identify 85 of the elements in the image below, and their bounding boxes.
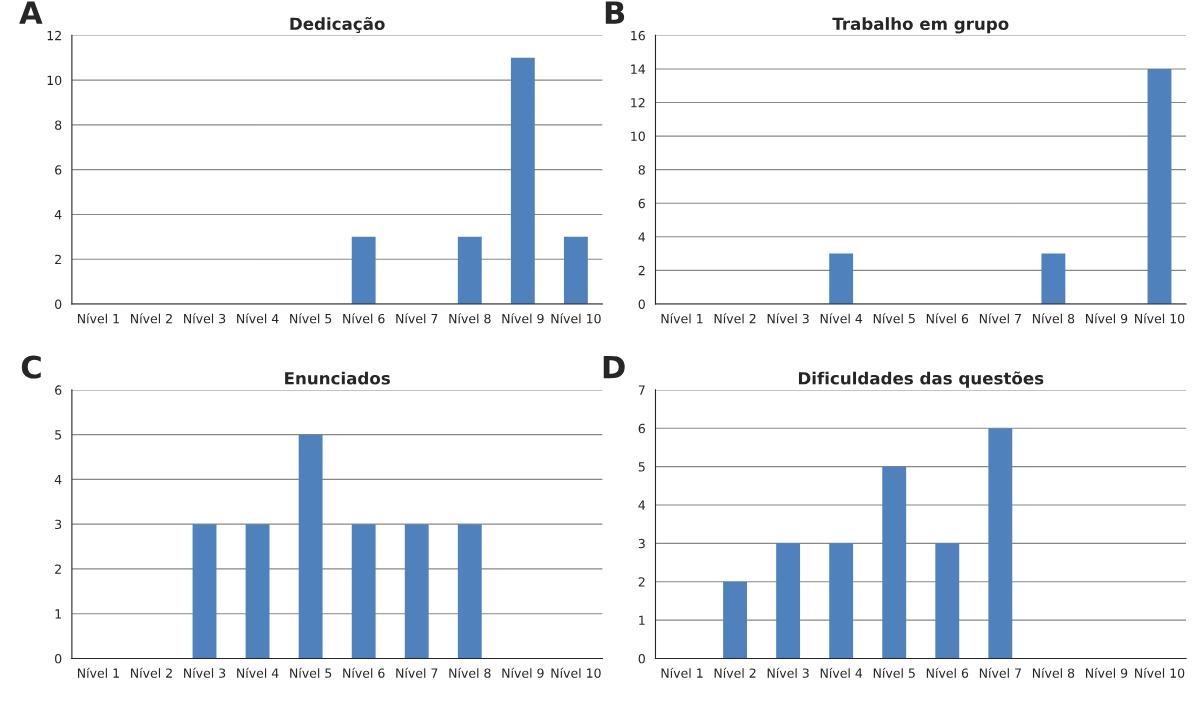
x-tick-label: Nível 2: [131, 313, 172, 324]
y-tick-label: 5: [638, 462, 645, 472]
y-tick-label: 6: [55, 385, 62, 395]
y-tick-label: 2: [638, 265, 645, 276]
y-tick-label: 2: [55, 254, 61, 264]
y-tick-label: 16: [631, 30, 645, 41]
x-tick-label: Nível 7: [396, 667, 438, 678]
y-tick-label: 8: [638, 165, 645, 175]
y-tick-label: 1: [55, 609, 61, 619]
y-tick-label: 2: [638, 577, 645, 587]
y-tick-label: 3: [55, 519, 62, 530]
y-tick-label: 6: [638, 423, 645, 434]
x-tick-label: Nível 9: [1086, 667, 1128, 678]
y-tick-label: 0: [638, 299, 645, 309]
x-tick-label: Nível 4: [820, 313, 863, 324]
x-tick-label: Nível 5: [873, 667, 915, 678]
y-tick-label: 0: [55, 653, 62, 664]
x-tick-label: Nível 10: [551, 313, 601, 324]
y-tick-label: 2: [55, 564, 61, 574]
x-tick-label: Nível 10: [1135, 313, 1185, 324]
x-tick-label: Nível 6: [343, 667, 385, 678]
x-tick-label: Nível 5: [290, 313, 332, 324]
x-tick-label: Nível 6: [343, 313, 385, 324]
y-tick-label: 1: [639, 615, 645, 625]
y-tick-label: 6: [638, 198, 645, 209]
x-tick-label: Nível 4: [237, 667, 279, 678]
x-tick-label: Nível 4: [820, 667, 863, 678]
bar: [776, 543, 801, 659]
x-tick-label: Nível 8: [1032, 667, 1075, 678]
x-tick-label: Nível 8: [1032, 313, 1075, 324]
text: A: [19, 1, 43, 24]
y-tick-label: 4: [638, 500, 646, 510]
x-tick-label: Nível 5: [873, 313, 915, 324]
y-tick-label: 12: [631, 98, 645, 108]
y-tick-label: 10: [631, 131, 645, 142]
x-tick-label: Nível 5: [290, 667, 332, 678]
x-tick-label: Nível 7: [979, 667, 1021, 678]
chart-title: Dificuldades das questões: [798, 371, 1044, 388]
x-tick-label: Nível 2: [714, 313, 756, 324]
y-tick-label: 14: [631, 64, 646, 74]
y-tick-label: 3: [638, 538, 645, 549]
y-tick-label: 4: [638, 232, 646, 242]
y-tick-label: 0: [55, 299, 62, 309]
x-tick-label: Nível 8: [449, 667, 491, 678]
x-tick-label: Nível 2: [714, 667, 756, 678]
x-tick-label: Nível 10: [551, 667, 601, 678]
x-tick-label: Nível 1: [661, 313, 703, 324]
y-tick-label: 8: [55, 120, 62, 130]
bar: [723, 581, 747, 659]
x-tick-label: Nível 10: [1135, 667, 1185, 678]
bar: [829, 543, 854, 659]
x-tick-label: Nível 6: [926, 667, 969, 678]
x-tick-label: Nível 8: [449, 313, 491, 324]
text: C: [21, 355, 41, 379]
x-tick-label: Nível 3: [767, 313, 809, 324]
chart-title: Trabalho em grupo: [832, 17, 1009, 34]
x-tick-label: Nível 4: [237, 313, 279, 324]
x-tick-label: Nível 3: [184, 313, 226, 324]
y-tick-label: 4: [54, 475, 62, 485]
x-tick-label: Nível 6: [926, 313, 969, 324]
x-tick-label: Nível 7: [979, 313, 1021, 324]
x-tick-label: Nível 1: [77, 667, 119, 678]
chart-title: Dedicação: [290, 16, 385, 34]
bar: [935, 543, 960, 659]
text: D: [603, 355, 625, 379]
text: B: [605, 1, 625, 24]
x-tick-label: Nível 9: [1086, 313, 1128, 324]
y-tick-label: 7: [638, 385, 645, 395]
y-tick-label: 10: [47, 75, 62, 86]
y-tick-label: 12: [47, 30, 61, 41]
x-tick-label: Nível 9: [502, 313, 544, 324]
x-tick-label: Nível 9: [502, 667, 544, 678]
x-tick-label: Nível 3: [767, 667, 809, 678]
y-tick-label: 5: [55, 430, 62, 440]
y-tick-label: 6: [55, 165, 62, 175]
bar: [988, 428, 1013, 659]
bar: [882, 466, 907, 659]
chart-title: Enunciados: [285, 371, 390, 385]
x-tick-label: Nível 2: [131, 667, 172, 678]
x-tick-label: Nível 1: [77, 313, 119, 324]
y-tick-label: 4: [54, 210, 62, 220]
x-tick-label: Nível 7: [396, 313, 438, 324]
y-tick-label: 0: [638, 653, 645, 664]
x-tick-label: Nível 1: [661, 667, 703, 678]
x-tick-label: Nível 3: [184, 667, 226, 678]
